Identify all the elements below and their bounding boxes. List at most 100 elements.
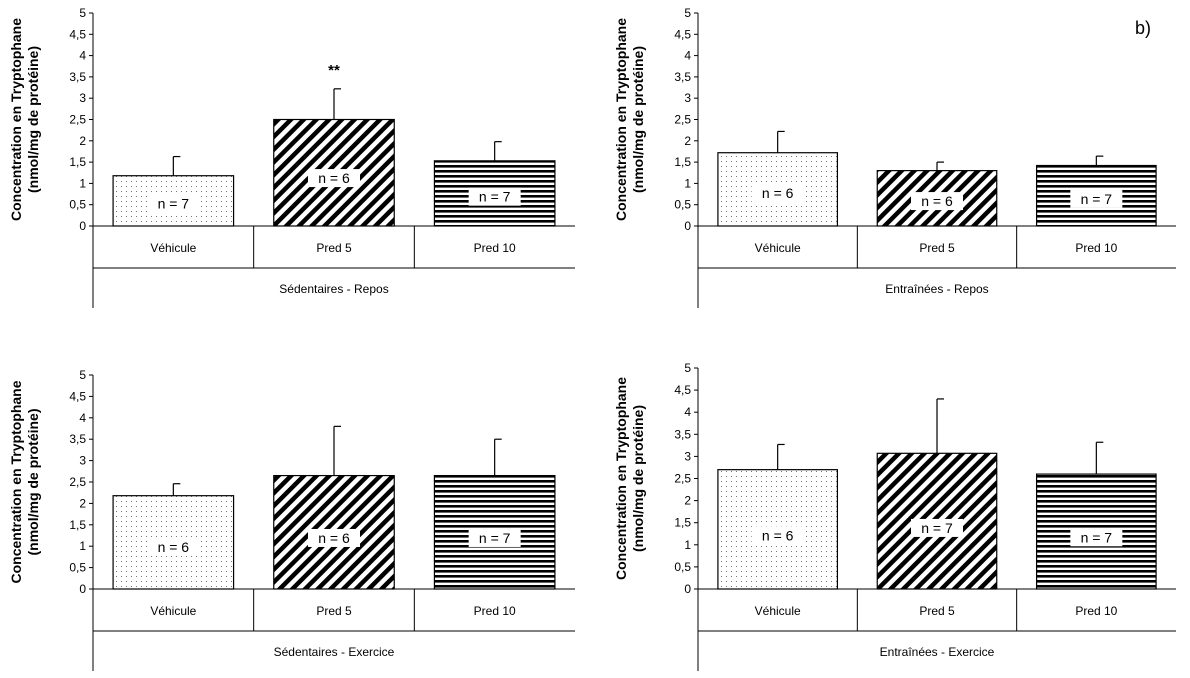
chart-2-y-tick-label: 3 [684, 91, 691, 105]
chart-4-y-axis-label-line: (nmol/mg de protéine) [630, 405, 646, 552]
chart-1-y-tick-label: 3,5 [69, 70, 86, 84]
chart-1-n-label-box [147, 194, 200, 213]
chart-4-y-tick-label: 4,5 [674, 383, 691, 397]
chart-4-y-axis-label-line: Concentration en Tryptophane [613, 377, 629, 580]
chart-3-group-label: Sédentaires - Exercice [274, 645, 395, 659]
chart-4-y-tick-label: 3 [684, 449, 691, 463]
chart-4-y-tick-label: 2,5 [674, 472, 691, 486]
chart-1-y-tick-label: 2 [79, 134, 86, 148]
chart-3-y-tick-label: 4 [79, 411, 86, 425]
chart-2-y-tick-label: 0 [684, 219, 691, 233]
chart-2-y-tick-label: 1 [684, 176, 691, 190]
chart-1-category-label: Pred 5 [316, 241, 352, 255]
chart-3-category-label: Pred 5 [316, 604, 352, 618]
chart-1-y-tick-label: 2,5 [69, 113, 86, 127]
chart-1-y-tick-label: 1,5 [69, 155, 86, 169]
chart-4-y-tick-label: 1,5 [674, 516, 691, 530]
chart-3-y-tick-label: 1,5 [69, 518, 86, 532]
chart-1-significance-label: ** [328, 62, 340, 79]
chart-2-y-tick-label: 4,5 [674, 27, 691, 41]
chart-4-category-label: Pred 10 [1075, 604, 1117, 618]
chart-2-y-tick-label: 5 [684, 6, 691, 20]
chart-4-y-tick-label: 0,5 [674, 560, 691, 574]
chart-1-n-label: n = 7 [158, 195, 190, 211]
chart-3-y-tick-label: 2,5 [69, 475, 86, 489]
chart-3-y-tick-label: 4,5 [69, 389, 86, 403]
chart-4-n-label: n = 6 [762, 527, 794, 543]
chart-1-n-label-box [308, 169, 360, 188]
chart-4-y-tick-label: 0 [684, 582, 691, 596]
chart-2-n-label: n = 6 [762, 185, 794, 201]
chart-2-n-label: n = 6 [921, 193, 953, 209]
chart-3-category-label: Pred 10 [474, 604, 516, 618]
chart-4-y-tick-label: 2 [684, 494, 691, 508]
chart-2-y-tick-label: 4 [684, 49, 691, 63]
panel-label: b) [1135, 18, 1152, 38]
chart-1-n-label: n = 6 [318, 170, 350, 186]
chart-3-y-tick-label: 5 [79, 368, 86, 382]
chart-3-y-tick-label: 3 [79, 454, 86, 468]
chart-2-y-tick-label: 2 [684, 134, 691, 148]
chart-4-n-label: n = 7 [921, 520, 953, 536]
chart-2-y-axis-label-line: Concentration en Tryptophane [613, 18, 629, 221]
chart-2-category-label: Pred 10 [1075, 241, 1117, 255]
chart-3-n-label-box [308, 528, 360, 547]
chart-2-n-label-box [1070, 189, 1123, 208]
chart-1-y-tick-label: 5 [79, 6, 86, 20]
chart-3-y-tick-label: 3,5 [69, 432, 86, 446]
chart-3-y-tick-label: 1 [79, 539, 86, 553]
chart-2-n-label-box [911, 192, 963, 211]
chart-2-n-label: n = 7 [1081, 191, 1113, 207]
chart-3-y-tick-label: 2 [79, 496, 86, 510]
chart-3-y-axis-label-line: (nmol/mg de protéine) [25, 409, 41, 556]
chart-1-y-axis-label: Concentration en Tryptophane(nmol/mg de … [8, 18, 41, 221]
chart-3-y-axis-label: Concentration en Tryptophane(nmol/mg de … [8, 380, 41, 583]
chart-3-y-axis-label-line: Concentration en Tryptophane [8, 380, 24, 583]
chart-4-category-label: Pred 5 [919, 604, 955, 618]
chart-4-group-label: Entraînées - Exercice [880, 645, 995, 659]
chart-3-n-label-box [468, 528, 521, 547]
chart-4-y-tick-label: 4 [684, 405, 691, 419]
chart-2-y-tick-label: 2,5 [674, 113, 691, 127]
chart-1-y-axis-label-line: Concentration en Tryptophane [8, 18, 24, 221]
chart-3-n-label: n = 6 [318, 530, 350, 546]
chart-4-y-axis-label: Concentration en Tryptophane(nmol/mg de … [613, 377, 646, 580]
chart-2-category-label: Véhicule [755, 241, 801, 255]
chart-1-y-tick-label: 4 [79, 49, 86, 63]
chart-1-y-tick-label: 1 [79, 176, 86, 190]
chart-3-y-tick-label: 0,5 [69, 561, 86, 575]
chart-1-category-label: Pred 10 [474, 241, 516, 255]
chart-2-group-label: Entraînées - Repos [885, 282, 988, 296]
chart-2-y-tick-label: 3,5 [674, 70, 691, 84]
chart-1-y-tick-label: 3 [79, 91, 86, 105]
chart-4-n-label: n = 7 [1081, 529, 1113, 545]
chart-2-category-label: Pred 5 [919, 241, 955, 255]
chart-2-y-axis-label-line: (nmol/mg de protéine) [630, 46, 646, 193]
chart-1-n-label: n = 7 [479, 189, 511, 205]
chart-1-group-label: Sédentaires - Repos [279, 282, 388, 296]
chart-3-category-label: Véhicule [150, 604, 196, 618]
chart-2-y-tick-label: 0,5 [674, 198, 691, 212]
chart-1-y-axis-label-line: (nmol/mg de protéine) [25, 46, 41, 193]
chart-4-n-label-box [751, 526, 804, 545]
chart-1-y-tick-label: 0 [79, 219, 86, 233]
chart-1-y-tick-label: 0,5 [69, 198, 86, 212]
chart-1-category-label: Véhicule [150, 241, 196, 255]
chart-1-n-label-box [468, 187, 521, 206]
chart-3-n-label: n = 7 [479, 530, 511, 546]
chart-3-y-tick-label: 0 [79, 582, 86, 596]
chart-1-y-tick-label: 4,5 [69, 27, 86, 41]
chart-4-y-tick-label: 5 [684, 361, 691, 375]
chart-4-category-label: Véhicule [755, 604, 801, 618]
chart-4-y-tick-label: 1 [684, 538, 691, 552]
chart-3-n-label-box [147, 538, 200, 557]
chart-3-n-label: n = 6 [158, 539, 190, 555]
chart-4-y-tick-label: 3,5 [674, 427, 691, 441]
chart-4-n-label-box [911, 518, 963, 537]
chart-2-y-axis-label: Concentration en Tryptophane(nmol/mg de … [613, 18, 646, 221]
chart-2-n-label-box [751, 184, 804, 203]
chart-2-y-tick-label: 1,5 [674, 155, 691, 169]
chart-4-n-label-box [1070, 528, 1123, 547]
